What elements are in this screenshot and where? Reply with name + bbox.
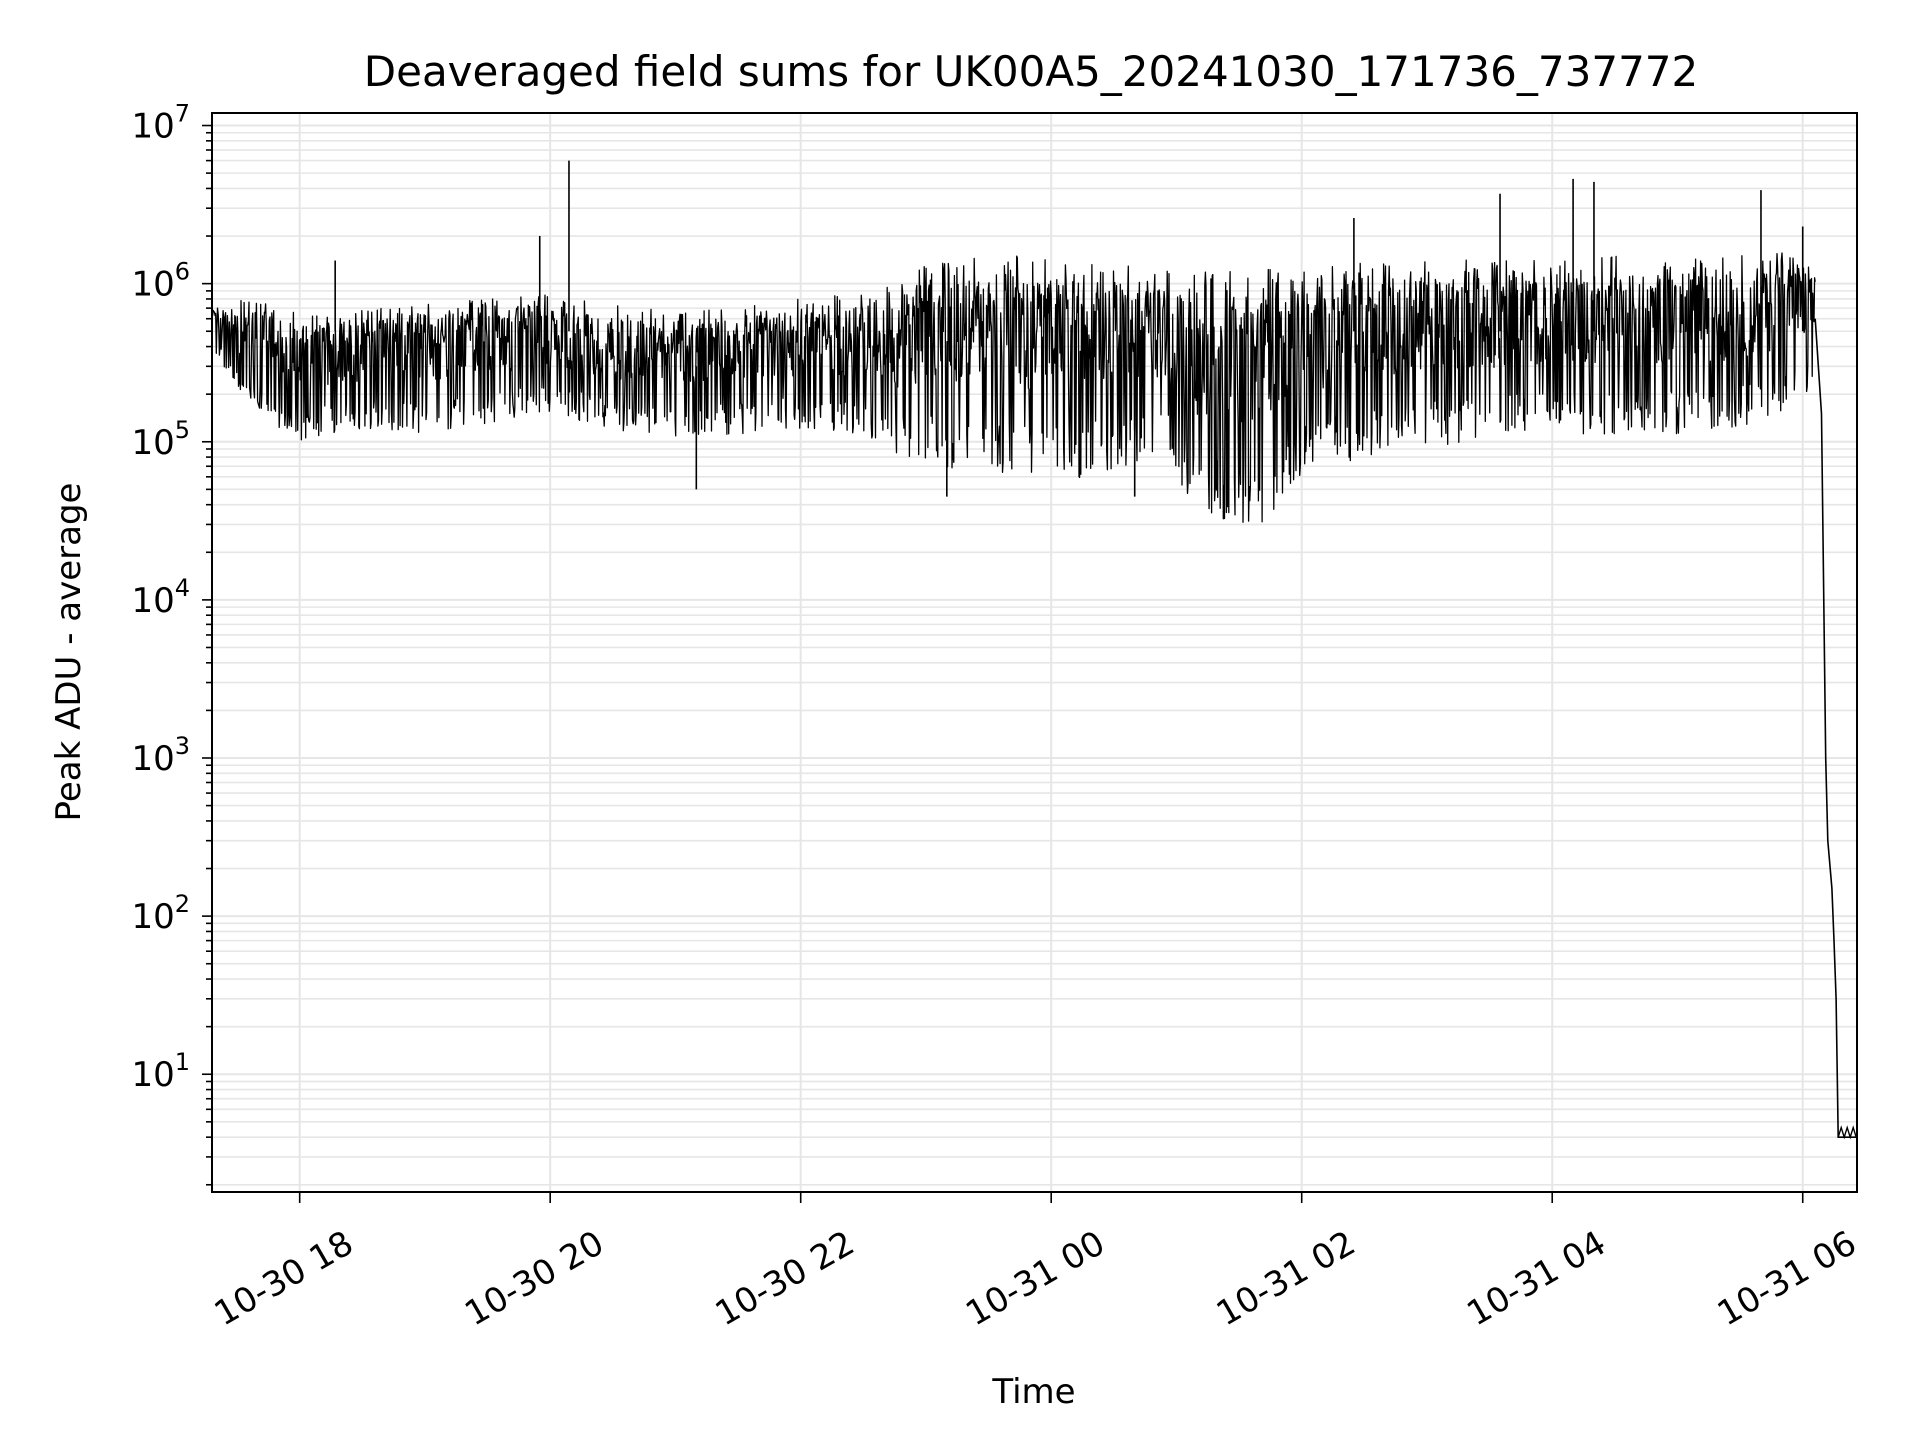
y-tick-label: 101 <box>131 1048 190 1095</box>
series-tail <box>1814 318 1857 1138</box>
y-axis-title: Peak ADU - average <box>49 483 89 822</box>
y-tick-label: 103 <box>131 732 190 779</box>
plot-frame <box>211 112 1858 1193</box>
series-layer <box>211 160 1857 1140</box>
series-line <box>211 252 1816 523</box>
x-axis-title: Time <box>991 1372 1075 1412</box>
y-tick-label: 102 <box>131 890 190 937</box>
y-tick-label: 104 <box>131 574 190 621</box>
y-tick-label: 105 <box>131 416 190 463</box>
y-tick-label: 107 <box>131 100 190 147</box>
series-floor <box>1837 1125 1857 1140</box>
chart-title: Deaveraged field sums for UK00A5_2024103… <box>364 47 1698 96</box>
y-axis: 101 102 103 104 105 106 107 <box>131 100 212 1186</box>
y-tick-label: 106 <box>131 258 190 305</box>
